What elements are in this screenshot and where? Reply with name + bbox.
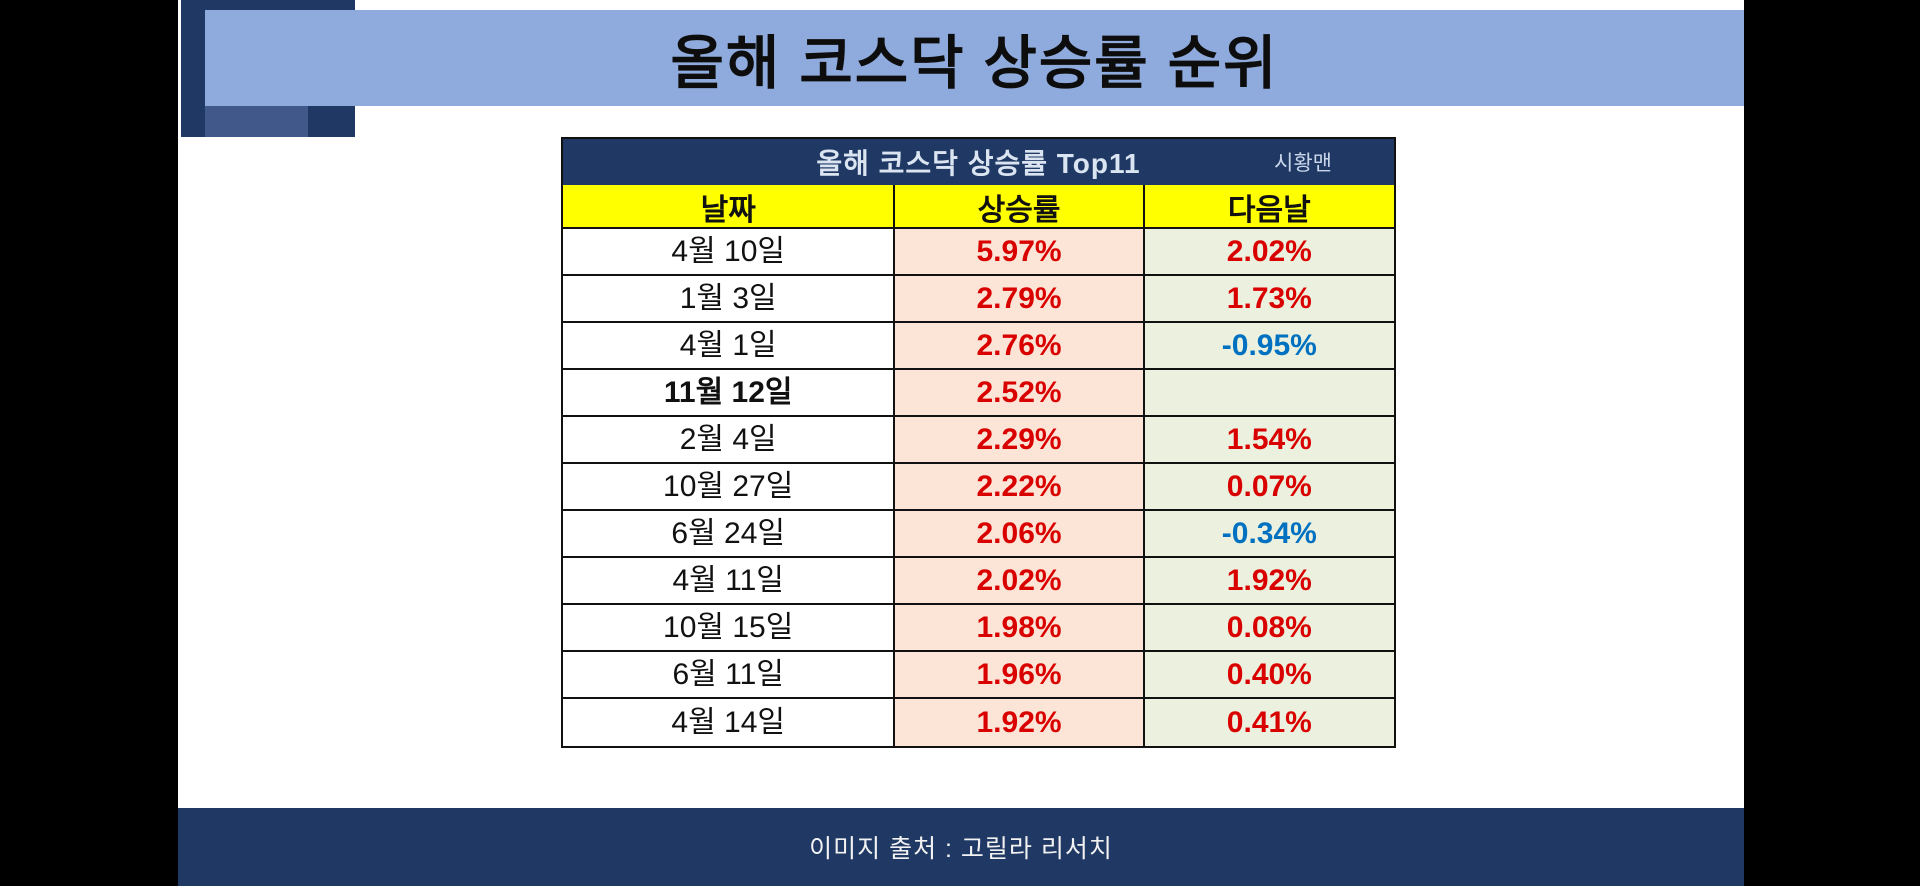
table-row: 4월 10일 5.97% 2.02% (563, 229, 1394, 276)
rise-cell: 2.79% (895, 276, 1145, 321)
table-body: 4월 10일 5.97% 2.02% 1월 3일 2.79% 1.73% 4월 … (563, 229, 1394, 746)
table-row: 6월 24일 2.06% -0.34% (563, 511, 1394, 558)
date-cell: 2월 4일 (563, 417, 896, 462)
table-row: 6월 11일 1.96% 0.40% (563, 652, 1394, 699)
table-row: 11월 12일 2.52% (563, 370, 1394, 417)
next-cell: 2.02% (1144, 229, 1394, 274)
table-row: 2월 4일 2.29% 1.54% (563, 417, 1394, 464)
title-accent-shadow (205, 106, 308, 137)
table-column-headers: 날짜 상승률 다음날 (563, 185, 1394, 229)
rise-cell: 5.97% (895, 229, 1145, 274)
table-row: 1월 3일 2.79% 1.73% (563, 276, 1394, 323)
date-cell: 10월 15일 (563, 605, 896, 650)
next-cell: 0.08% (1144, 605, 1394, 650)
title-banner: 올해 코스닥 상승률 순위 (205, 10, 1744, 106)
next-cell: 0.41% (1144, 699, 1394, 746)
next-cell: 1.73% (1144, 276, 1394, 321)
date-cell: 6월 11일 (563, 652, 896, 697)
next-cell: 0.07% (1144, 464, 1394, 509)
table-title: 올해 코스닥 상승률 Top11 (816, 148, 1141, 179)
date-cell: 4월 1일 (563, 323, 896, 368)
date-cell: 10월 27일 (563, 464, 896, 509)
next-cell: 1.92% (1144, 558, 1394, 603)
next-cell: 0.40% (1144, 652, 1394, 697)
rise-cell: 1.96% (895, 652, 1145, 697)
column-header-nextday: 다음날 (1227, 194, 1311, 227)
rise-cell: 2.29% (895, 417, 1145, 462)
table-row: 4월 1일 2.76% -0.95% (563, 323, 1394, 370)
column-header-date: 날짜 (563, 185, 896, 229)
date-cell: 4월 11일 (563, 558, 896, 603)
date-cell: 4월 14일 (563, 699, 896, 746)
rise-cell: 2.02% (895, 558, 1145, 603)
table-watermark: 시황맨 (1274, 152, 1332, 175)
rise-cell: 2.22% (895, 464, 1145, 509)
table-row: 4월 11일 2.02% 1.92% (563, 558, 1394, 605)
rise-cell: 1.92% (895, 699, 1145, 746)
next-cell (1144, 370, 1394, 415)
page-title: 올해 코스닥 상승률 순위 (670, 31, 1279, 96)
table-row: 4월 14일 1.92% 0.41% (563, 699, 1394, 746)
table-title-bar: 올해 코스닥 상승률 Top11 시황맨 (563, 139, 1394, 185)
next-cell: 1.54% (1144, 417, 1394, 462)
letterbox-left (0, 0, 178, 886)
date-cell: 6월 24일 (563, 511, 896, 556)
next-cell: -0.95% (1144, 323, 1394, 368)
footer-text: 이미지 출처 : 고릴라 리서치 (809, 835, 1113, 863)
rise-cell: 2.06% (895, 511, 1145, 556)
rise-cell: 2.76% (895, 323, 1145, 368)
footer-bar: 이미지 출처 : 고릴라 리서치 (178, 808, 1744, 886)
ranking-table: 올해 코스닥 상승률 Top11 시황맨 날짜 상승률 다음날 4월 10일 5… (561, 137, 1396, 748)
letterbox-right (1744, 0, 1920, 886)
rise-cell: 2.52% (895, 370, 1145, 415)
table-row: 10월 27일 2.22% 0.07% (563, 464, 1394, 511)
column-header-rise: 상승률 (895, 185, 1145, 229)
table-row: 10월 15일 1.98% 0.08% (563, 605, 1394, 652)
next-cell: -0.34% (1144, 511, 1394, 556)
rise-cell: 1.98% (895, 605, 1145, 650)
date-cell: 1월 3일 (563, 276, 896, 321)
date-cell: 11월 12일 (563, 370, 896, 415)
date-cell: 4월 10일 (563, 229, 896, 274)
